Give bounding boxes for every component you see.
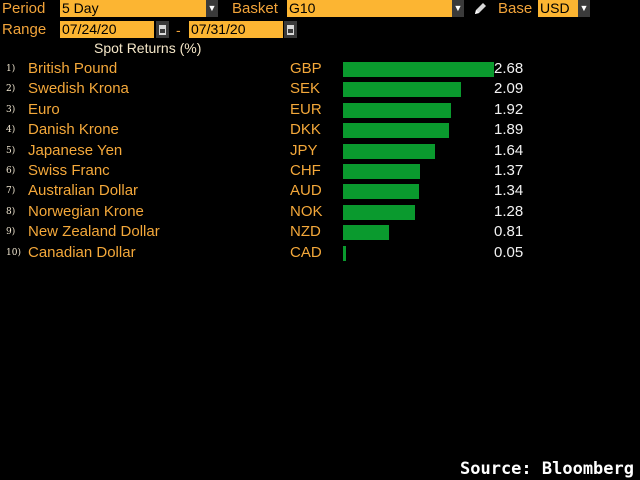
return-bar bbox=[343, 123, 450, 139]
rank-label: 8) bbox=[6, 206, 16, 217]
period-dropdown-button[interactable]: ▼ bbox=[206, 0, 218, 17]
currency-code[interactable]: GBP bbox=[290, 60, 322, 77]
return-bar bbox=[343, 82, 461, 98]
table-row[interactable]: 3) Euro EUR 1.92 bbox=[0, 100, 640, 120]
calendar-icon[interactable] bbox=[156, 21, 169, 38]
currency-name[interactable]: Swiss Franc bbox=[28, 162, 110, 179]
return-bar bbox=[343, 204, 416, 220]
currency-name[interactable]: Euro bbox=[28, 100, 60, 118]
rank-label: 2) bbox=[6, 84, 16, 95]
table-row[interactable]: 7) Australian Dollar AUD 1.34 bbox=[0, 181, 640, 201]
rank-label: 5) bbox=[6, 145, 16, 156]
rank-label: 6) bbox=[6, 166, 16, 176]
return-bar bbox=[343, 184, 419, 200]
return-value: 0.05 bbox=[494, 243, 524, 261]
chart-title: Spot Returns (%) bbox=[94, 40, 202, 56]
base-dropdown-button[interactable]: ▼ bbox=[578, 0, 590, 17]
currency-code[interactable]: NZD bbox=[290, 223, 321, 241]
return-value: 2.68 bbox=[494, 60, 524, 77]
basket-dropdown-button[interactable]: ▼ bbox=[452, 0, 464, 17]
rank-label: 4) bbox=[6, 125, 16, 136]
calendar-icon[interactable] bbox=[284, 21, 297, 38]
currency-name[interactable]: Norwegian Krone bbox=[28, 202, 144, 220]
period-label: Period bbox=[2, 0, 46, 17]
return-bar bbox=[343, 102, 452, 118]
return-bar bbox=[343, 62, 494, 77]
return-value: 2.09 bbox=[494, 80, 524, 98]
range-separator: - bbox=[176, 22, 181, 38]
return-bar bbox=[343, 143, 436, 159]
currency-code[interactable]: DKK bbox=[290, 121, 321, 139]
currency-code[interactable]: EUR bbox=[290, 100, 322, 118]
table-row[interactable]: 4) Danish Krone DKK 1.89 bbox=[0, 120, 640, 140]
return-value: 1.28 bbox=[494, 202, 524, 220]
return-bar bbox=[343, 245, 346, 261]
range-start-input[interactable]: 07/24/20 bbox=[60, 21, 154, 38]
range-end-input[interactable]: 07/31/20 bbox=[189, 21, 283, 38]
table-row[interactable]: 8) Norwegian Krone NOK 1.28 bbox=[0, 202, 640, 222]
return-value: 1.89 bbox=[494, 121, 524, 139]
base-select[interactable]: USD bbox=[538, 0, 578, 17]
chevron-down-icon: ▼ bbox=[453, 3, 463, 13]
return-bar bbox=[343, 164, 421, 179]
base-label: Base bbox=[498, 0, 533, 17]
currency-name[interactable]: Canadian Dollar bbox=[28, 243, 136, 261]
table-row[interactable]: 6) Swiss Franc CHF 1.37 bbox=[0, 161, 640, 181]
currency-name[interactable]: Japanese Yen bbox=[28, 141, 123, 159]
currency-code[interactable]: AUD bbox=[290, 182, 322, 200]
currency-name[interactable]: Danish Krone bbox=[28, 121, 119, 139]
return-value: 1.92 bbox=[494, 100, 524, 118]
rank-label: 7) bbox=[6, 186, 16, 197]
table-row[interactable]: 10) Canadian Dollar CAD 0.05 bbox=[0, 243, 640, 263]
table-row[interactable]: 2) Swedish Krona SEK 2.09 bbox=[0, 79, 640, 99]
rank-label: 1) bbox=[6, 64, 16, 74]
rank-label: 10) bbox=[6, 247, 21, 258]
table-row[interactable]: 5) Japanese Yen JPY 1.64 bbox=[0, 141, 640, 161]
currency-name[interactable]: Australian Dollar bbox=[28, 182, 139, 200]
return-bar bbox=[343, 225, 389, 241]
toolbar: Period 5 Day ▼ Basket G10 ▼ Base USD ▼ R… bbox=[0, 0, 640, 40]
rank-label: 9) bbox=[6, 227, 16, 238]
currency-code[interactable]: NOK bbox=[290, 202, 323, 220]
period-select[interactable]: 5 Day bbox=[60, 0, 206, 17]
currency-name[interactable]: Swedish Krona bbox=[28, 80, 129, 98]
currency-code[interactable]: CHF bbox=[290, 162, 321, 179]
table-row[interactable]: 1) British Pound GBP 2.68 bbox=[0, 59, 640, 79]
currency-code[interactable]: CAD bbox=[290, 243, 322, 261]
range-label: Range bbox=[2, 21, 47, 38]
chevron-down-icon: ▼ bbox=[207, 3, 217, 13]
return-value: 1.64 bbox=[494, 141, 524, 159]
chevron-down-icon: ▼ bbox=[579, 3, 589, 13]
basket-label: Basket bbox=[232, 0, 278, 17]
return-value: 1.34 bbox=[494, 182, 524, 200]
currency-name[interactable]: New Zealand Dollar bbox=[28, 223, 160, 241]
basket-select[interactable]: G10 bbox=[287, 0, 452, 17]
source-note: Source: Bloomberg bbox=[460, 459, 634, 479]
currency-name[interactable]: British Pound bbox=[28, 60, 118, 77]
return-value: 1.37 bbox=[494, 162, 524, 179]
rank-label: 3) bbox=[6, 104, 16, 115]
table-row[interactable]: 9) New Zealand Dollar NZD 0.81 bbox=[0, 222, 640, 242]
currency-code[interactable]: JPY bbox=[290, 141, 318, 159]
currency-code[interactable]: SEK bbox=[290, 80, 321, 98]
pencil-icon[interactable] bbox=[472, 0, 488, 17]
return-value: 0.81 bbox=[494, 223, 524, 241]
